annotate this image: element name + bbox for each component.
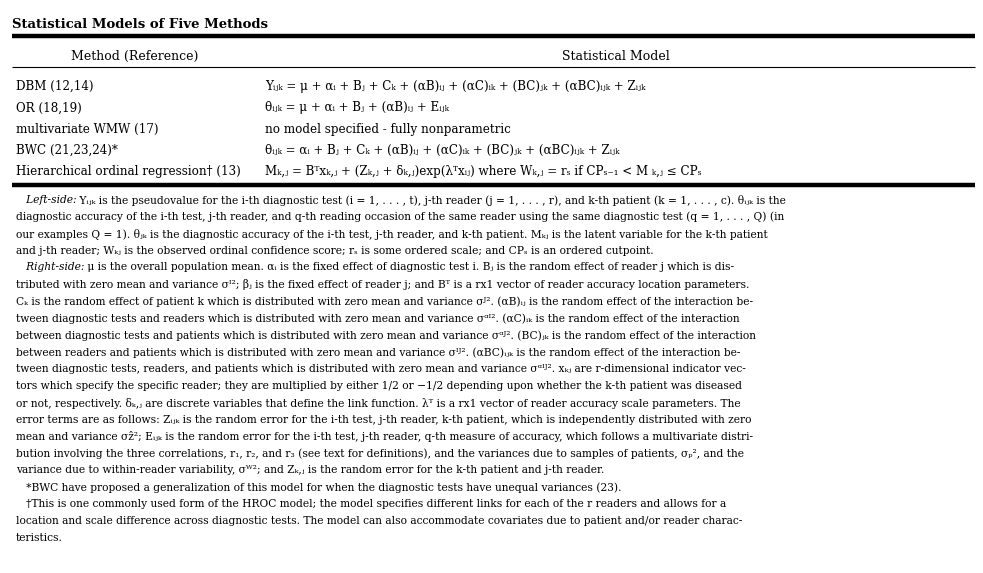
Text: bution involving the three correlations, r₁, r₂, and r₃ (see text for definition: bution involving the three correlations,…	[16, 448, 744, 459]
Text: tributed with zero mean and variance σᴵ²; βⱼ is the fixed effect of reader j; an: tributed with zero mean and variance σᴵ²…	[16, 279, 749, 291]
Text: Statistical Model: Statistical Model	[562, 50, 670, 64]
Text: or not, respectively. δₖ,ⱼ are discrete variables that define the link function.: or not, respectively. δₖ,ⱼ are discrete …	[16, 398, 740, 409]
Text: error terms are as follows: Zᵢⱼₖ is the random error for the i-th test, j-th rea: error terms are as follows: Zᵢⱼₖ is the …	[16, 414, 751, 425]
Text: Statistical Models of Five Methods: Statistical Models of Five Methods	[12, 18, 267, 32]
Text: θᵢⱼₖ = μ + αᵢ + Bⱼ + (αB)ᵢⱼ + Eᵢⱼₖ: θᵢⱼₖ = μ + αᵢ + Bⱼ + (αB)ᵢⱼ + Eᵢⱼₖ	[265, 101, 449, 115]
Text: between diagnostic tests and patients which is distributed with zero mean and va: between diagnostic tests and patients wh…	[16, 330, 756, 340]
Text: DBM (12,14): DBM (12,14)	[16, 80, 93, 93]
Text: Hierarchical ordinal regression† (13): Hierarchical ordinal regression† (13)	[16, 165, 241, 178]
Text: Yᵢⱼₖ = μ + αᵢ + Bⱼ + Cₖ + (αB)ᵢⱼ + (αC)ᵢₖ + (BC)ⱼₖ + (αBC)ᵢⱼₖ + Zᵢⱼₖ: Yᵢⱼₖ = μ + αᵢ + Bⱼ + Cₖ + (αB)ᵢⱼ + (αC)ᵢ…	[265, 80, 646, 93]
Text: †This is one commonly used form of the HROC model; the model specifies different: †This is one commonly used form of the H…	[16, 499, 726, 509]
Text: tween diagnostic tests, readers, and patients which is distributed with zero mea: tween diagnostic tests, readers, and pat…	[16, 364, 745, 374]
Text: multivariate WMW (17): multivariate WMW (17)	[16, 123, 158, 136]
Text: θᵢⱼₖ = αᵢ + Bⱼ + Cₖ + (αB)ᵢⱼ + (αC)ᵢₖ + (BC)ⱼₖ + (αBC)ᵢⱼₖ + Zᵢⱼₖ: θᵢⱼₖ = αᵢ + Bⱼ + Cₖ + (αB)ᵢⱼ + (αC)ᵢₖ + …	[265, 144, 620, 157]
Text: OR (18,19): OR (18,19)	[16, 101, 82, 115]
Text: location and scale difference across diagnostic tests. The model can also accomm: location and scale difference across dia…	[16, 516, 742, 526]
Text: Cₖ is the random effect of patient k which is distributed with zero mean and var: Cₖ is the random effect of patient k whi…	[16, 296, 753, 307]
Text: tween diagnostic tests and readers which is distributed with zero mean and varia: tween diagnostic tests and readers which…	[16, 313, 739, 324]
Text: variance due to within-reader variability, σᵂ²; and Zₖ,ⱼ is the random error for: variance due to within-reader variabilit…	[16, 465, 605, 475]
Text: Left-side:: Left-side:	[16, 195, 77, 205]
Text: between readers and patients which is distributed with zero mean and variance σᴵ: between readers and patients which is di…	[16, 347, 740, 358]
Text: μ is the overall population mean. αᵢ is the fixed effect of diagnostic test i. B: μ is the overall population mean. αᵢ is …	[85, 262, 734, 272]
Text: and j-th reader; Wₖⱼ is the observed ordinal confidence score; rₛ is some ordere: and j-th reader; Wₖⱼ is the observed ord…	[16, 245, 654, 256]
Text: tors which specify the specific reader; they are multiplied by either 1/2 or −1/: tors which specify the specific reader; …	[16, 380, 742, 391]
Text: *BWC have proposed a generalization of this model for when the diagnostic tests : *BWC have proposed a generalization of t…	[16, 482, 621, 493]
Text: Yᵢⱼₖ is the pseudovalue for the i-th diagnostic test (i = 1, . . . , t), j-th re: Yᵢⱼₖ is the pseudovalue for the i-th dia…	[77, 195, 786, 206]
Text: Right-side:: Right-side:	[16, 262, 85, 272]
Text: teristics.: teristics.	[16, 533, 63, 543]
Text: BWC (21,23,24)*: BWC (21,23,24)*	[16, 144, 118, 157]
Text: diagnostic accuracy of the i-th test, j-th reader, and q-th reading occasion of : diagnostic accuracy of the i-th test, j-…	[16, 211, 784, 222]
Text: mean and variance σẑ²; Eᵢⱼₖ is the random error for the i-th test, j-th reader, : mean and variance σẑ²; Eᵢⱼₖ is the rando…	[16, 431, 753, 442]
Text: no model specified - fully nonparametric: no model specified - fully nonparametric	[265, 123, 511, 136]
Text: our examples Q = 1). θⱼₖ is the diagnostic accuracy of the i-th test, j-th reade: our examples Q = 1). θⱼₖ is the diagnost…	[16, 229, 768, 240]
Text: Method (Reference): Method (Reference)	[71, 50, 199, 64]
Text: Mₖ,ⱼ = Bᵀxₖ,ⱼ + (Zₖ,ⱼ + δₖ,ⱼ)exp(λᵀxᵢⱼ) where Wₖ,ⱼ = rₛ if CPₛ₋₁ < M ₖ,ⱼ ≤ CPₛ: Mₖ,ⱼ = Bᵀxₖ,ⱼ + (Zₖ,ⱼ + δₖ,ⱼ)exp(λᵀxᵢⱼ) …	[265, 165, 702, 178]
